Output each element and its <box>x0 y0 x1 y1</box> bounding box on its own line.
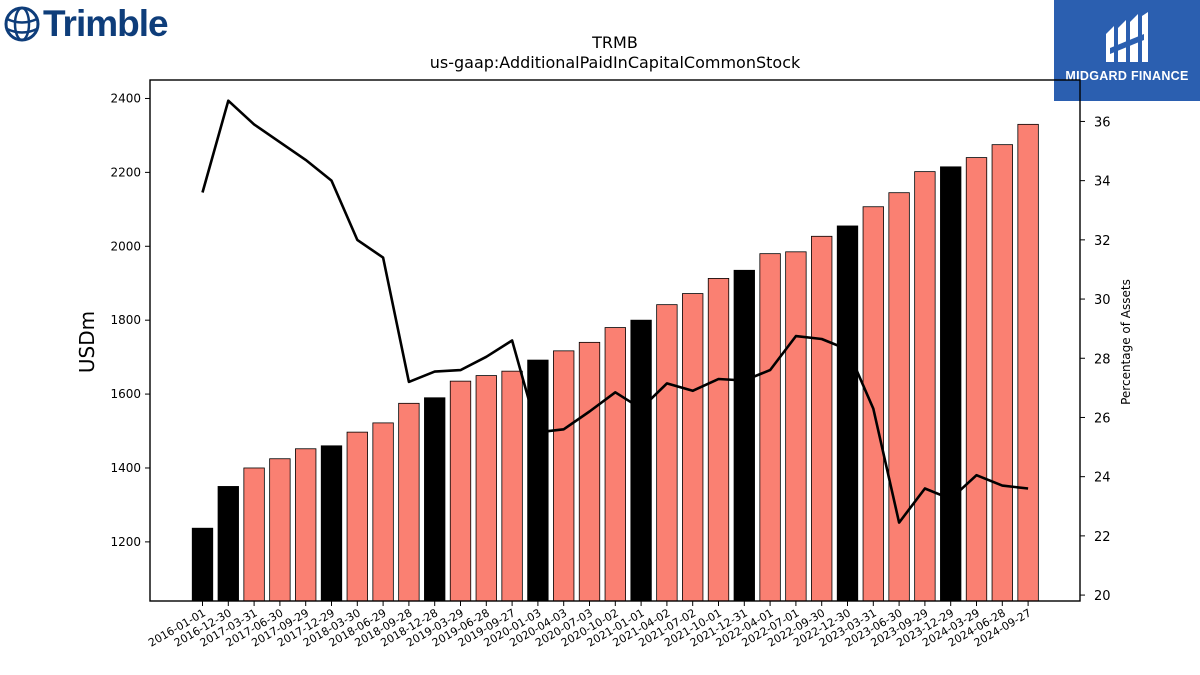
bar-2020-04-03 <box>553 350 575 602</box>
chart-subtitle: us-gaap:AdditionalPaidInCapitalCommonSto… <box>430 53 801 72</box>
y-tick-label-1200: 1200 <box>110 535 141 549</box>
chart-title: TRMB <box>591 33 638 52</box>
bar-2021-07-02 <box>682 293 704 602</box>
bar-2023-06-30 <box>888 192 910 602</box>
bar-group <box>191 123 1039 602</box>
bar-2018-06-29 <box>372 422 394 602</box>
bar-2019-06-28 <box>475 375 497 602</box>
bar-2017-06-30 <box>269 458 291 602</box>
x-axis: 2016-01-012016-12-302017-03-312017-06-30… <box>146 601 1034 650</box>
bar-2021-10-01 <box>707 278 730 602</box>
bar-2022-04-01 <box>759 253 781 602</box>
midgard-logo-text: MIDGARD FINANCE <box>1065 69 1189 83</box>
bar-2021-12-31 <box>733 269 755 602</box>
y-tick-label-1800: 1800 <box>110 313 141 327</box>
left-axis: 1200 1400 1600 1800 2000 2200 2400 <box>110 91 150 549</box>
y-tick-label-2400: 2400 <box>110 91 141 105</box>
y2-tick-label-30: 30 <box>1094 293 1111 308</box>
y-tick-label-1400: 1400 <box>110 461 141 475</box>
bar-2023-09-29 <box>914 171 936 602</box>
line-group <box>201 99 1029 524</box>
bar-2019-09-27 <box>501 370 523 602</box>
y2-tick-label-20: 20 <box>1094 589 1111 604</box>
midgard-finance-logo: MIDGARD FINANCE <box>1054 0 1200 101</box>
y-tick-label-1600: 1600 <box>110 387 141 401</box>
bar-2016-12-30 <box>217 486 239 602</box>
bar-2017-12-29 <box>320 445 343 602</box>
y-tick-label-2200: 2200 <box>110 165 141 179</box>
right-axis: 20 22 24 26 28 30 32 34 36 <box>1080 115 1111 604</box>
y2-tick-label-36: 36 <box>1094 115 1111 130</box>
y2-tick-label-22: 22 <box>1094 530 1111 545</box>
bar-2024-06-28 <box>991 144 1013 602</box>
trimble-globe-icon <box>4 6 40 42</box>
bar-2023-03-31 <box>862 206 884 602</box>
bar-2018-09-28 <box>398 402 420 602</box>
y2-tick-label-24: 24 <box>1094 471 1111 486</box>
bar-2022-09-30 <box>811 235 833 602</box>
trimble-logo-text: Trimble <box>43 3 169 44</box>
bar-2020-01-03 <box>527 359 549 602</box>
bar-2018-12-28 <box>424 397 446 602</box>
bar-2018-03-30 <box>346 431 368 602</box>
bar-2019-03-29 <box>449 380 472 602</box>
bar-2017-09-29 <box>295 448 317 602</box>
y-axis-label: USDm <box>75 311 99 373</box>
y2-tick-label-26: 26 <box>1094 411 1111 426</box>
bar-2016-01-01 <box>191 527 214 602</box>
bar-2024-09-27 <box>1017 123 1039 602</box>
y2-tick-label-34: 34 <box>1094 175 1111 190</box>
bar-2022-07-01 <box>785 251 807 602</box>
bar-2022-12-30 <box>836 225 859 602</box>
percentage-line <box>201 99 1029 524</box>
bar-2024-03-29 <box>965 157 988 602</box>
bar-2020-10-02 <box>604 327 626 602</box>
bar-2021-04-02 <box>656 304 678 602</box>
midgard-logo-mark-icon <box>1106 12 1148 62</box>
bar-2023-12-29 <box>940 166 962 602</box>
trimble-logo: Trimble <box>4 2 169 46</box>
y2-tick-label-32: 32 <box>1094 234 1111 249</box>
bar-2020-07-03 <box>578 341 601 602</box>
y2-axis-label: Percentage of Assets <box>1119 279 1133 405</box>
bar-2021-01-01 <box>630 319 652 602</box>
bar-2017-03-31 <box>243 467 265 602</box>
y-tick-label-2000: 2000 <box>110 239 141 253</box>
y2-tick-label-28: 28 <box>1094 352 1111 367</box>
